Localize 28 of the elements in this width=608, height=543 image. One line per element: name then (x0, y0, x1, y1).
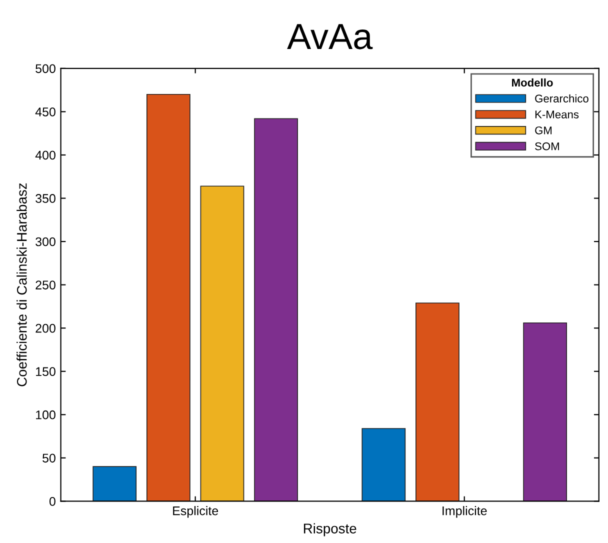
y-tick-label: 300 (36, 237, 56, 246)
x-tick-label: Implicite (442, 506, 487, 518)
bar (416, 302, 460, 502)
y-tick-label: 150 (36, 367, 56, 376)
y-tick-label: 450 (35, 107, 56, 116)
x-tick-label: Esplicite (173, 506, 218, 518)
legend-label: K-Means (535, 110, 579, 118)
bar (254, 118, 298, 502)
legend-title: Modello (512, 78, 553, 87)
legend-label: GM (535, 126, 552, 134)
chart-title: AvAa (287, 24, 373, 50)
x-axis-title: Risposte (304, 523, 356, 536)
y-axis-title: Coefficiente di Calinski-Harabasz (16, 183, 27, 386)
y-tick-label: 250 (36, 280, 56, 290)
y-tick-label: 50 (42, 454, 56, 463)
y-tick-label: 400 (35, 150, 56, 160)
bar (146, 94, 190, 502)
bar (92, 466, 137, 502)
y-tick-label: 200 (36, 324, 56, 333)
y-tick-label: 500 (36, 64, 56, 74)
bar (523, 322, 568, 502)
legend-label: SOM (535, 142, 559, 150)
y-tick-label: 350 (36, 194, 56, 203)
legend-label: Gerarchico (535, 94, 588, 102)
y-tick-label: 0 (49, 496, 56, 506)
y-tick-label: 100 (36, 410, 56, 420)
bar (200, 186, 244, 502)
bar (362, 428, 406, 502)
